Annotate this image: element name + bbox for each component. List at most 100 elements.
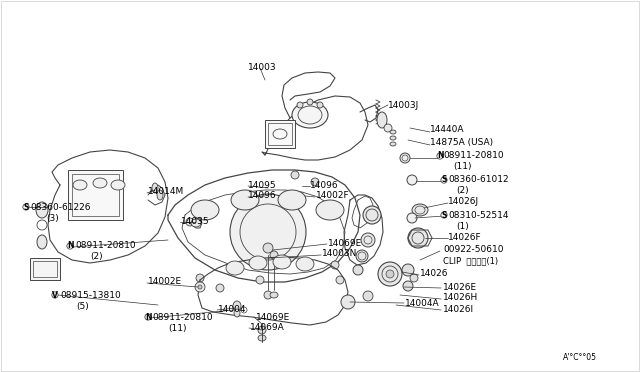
Ellipse shape <box>67 243 73 249</box>
Text: N: N <box>145 312 151 321</box>
Ellipse shape <box>37 235 47 249</box>
Text: N: N <box>67 241 73 250</box>
Text: 14096: 14096 <box>310 180 339 189</box>
Ellipse shape <box>93 178 107 188</box>
Ellipse shape <box>437 153 443 159</box>
Ellipse shape <box>263 243 273 253</box>
Ellipse shape <box>186 218 194 226</box>
Ellipse shape <box>412 204 428 216</box>
Ellipse shape <box>390 142 396 146</box>
Ellipse shape <box>273 255 291 269</box>
Ellipse shape <box>195 282 205 292</box>
Ellipse shape <box>258 335 266 341</box>
Text: 14003: 14003 <box>248 64 276 73</box>
Text: (5): (5) <box>76 301 89 311</box>
Text: 14002E: 14002E <box>148 278 182 286</box>
Ellipse shape <box>377 112 387 128</box>
Text: 08911-20810: 08911-20810 <box>443 151 504 160</box>
Ellipse shape <box>378 262 402 286</box>
Text: A'°C°°05: A'°C°°05 <box>563 353 597 362</box>
Ellipse shape <box>353 265 363 275</box>
Ellipse shape <box>216 284 224 292</box>
Ellipse shape <box>410 274 418 282</box>
Ellipse shape <box>363 291 373 301</box>
Ellipse shape <box>233 301 241 311</box>
Ellipse shape <box>291 171 299 179</box>
Ellipse shape <box>408 228 428 248</box>
Ellipse shape <box>270 251 278 259</box>
Ellipse shape <box>441 212 447 218</box>
Text: 14004: 14004 <box>218 305 246 314</box>
Ellipse shape <box>311 178 319 186</box>
Ellipse shape <box>258 326 266 334</box>
Text: (1): (1) <box>456 221 468 231</box>
Ellipse shape <box>152 183 158 193</box>
Bar <box>268 123 292 145</box>
Ellipse shape <box>390 130 396 134</box>
Text: (3): (3) <box>46 214 59 222</box>
Bar <box>265 120 295 148</box>
Text: 14069E: 14069E <box>328 238 362 247</box>
Ellipse shape <box>226 261 244 275</box>
Ellipse shape <box>191 200 219 220</box>
Ellipse shape <box>390 136 396 140</box>
Ellipse shape <box>363 206 381 224</box>
Ellipse shape <box>292 102 328 128</box>
Ellipse shape <box>278 190 306 210</box>
Ellipse shape <box>256 276 264 284</box>
Text: 14004A: 14004A <box>405 298 440 308</box>
Ellipse shape <box>230 194 306 270</box>
Ellipse shape <box>407 213 417 223</box>
Ellipse shape <box>264 291 272 299</box>
Ellipse shape <box>198 285 202 289</box>
Ellipse shape <box>270 292 278 298</box>
Ellipse shape <box>231 190 259 210</box>
Ellipse shape <box>191 219 201 227</box>
Text: N: N <box>436 151 444 160</box>
Ellipse shape <box>73 180 87 190</box>
Text: 14026: 14026 <box>420 269 449 279</box>
Text: 14026E: 14026E <box>443 282 477 292</box>
Ellipse shape <box>36 202 48 218</box>
Text: 08911-20810: 08911-20810 <box>152 312 212 321</box>
Text: S: S <box>442 176 447 185</box>
Ellipse shape <box>384 124 392 132</box>
Ellipse shape <box>400 153 410 163</box>
Ellipse shape <box>361 233 375 247</box>
Text: S: S <box>23 202 29 212</box>
Text: 14026H: 14026H <box>443 294 478 302</box>
Ellipse shape <box>196 274 204 282</box>
Text: 08360-61226: 08360-61226 <box>30 202 90 212</box>
Text: 14095: 14095 <box>248 180 276 189</box>
Ellipse shape <box>331 261 339 269</box>
Text: 14069A: 14069A <box>250 324 285 333</box>
Text: 14002F: 14002F <box>316 192 349 201</box>
Ellipse shape <box>111 180 125 190</box>
Ellipse shape <box>402 264 414 276</box>
Ellipse shape <box>336 276 344 284</box>
Text: (2): (2) <box>456 186 468 196</box>
Ellipse shape <box>234 309 240 317</box>
Text: 14069E: 14069E <box>256 312 291 321</box>
Ellipse shape <box>317 102 323 108</box>
Text: 14875A (USA): 14875A (USA) <box>430 138 493 148</box>
Ellipse shape <box>407 175 417 185</box>
Text: 08360-61012: 08360-61012 <box>448 176 509 185</box>
Text: (11): (11) <box>453 163 472 171</box>
Ellipse shape <box>157 190 163 200</box>
Text: 14440A: 14440A <box>430 125 465 135</box>
Ellipse shape <box>356 250 368 262</box>
Ellipse shape <box>386 270 394 278</box>
Text: (2): (2) <box>90 253 102 262</box>
Ellipse shape <box>145 314 151 320</box>
Text: 14026I: 14026I <box>443 305 474 314</box>
Text: 14003N: 14003N <box>322 250 357 259</box>
Ellipse shape <box>341 295 355 309</box>
Ellipse shape <box>403 281 413 291</box>
Text: 00922-50610: 00922-50610 <box>443 246 504 254</box>
Ellipse shape <box>296 257 314 271</box>
Bar <box>33 261 57 277</box>
Text: 08911-20810: 08911-20810 <box>75 241 136 250</box>
Text: S: S <box>442 211 447 219</box>
Text: (11): (11) <box>168 324 186 333</box>
